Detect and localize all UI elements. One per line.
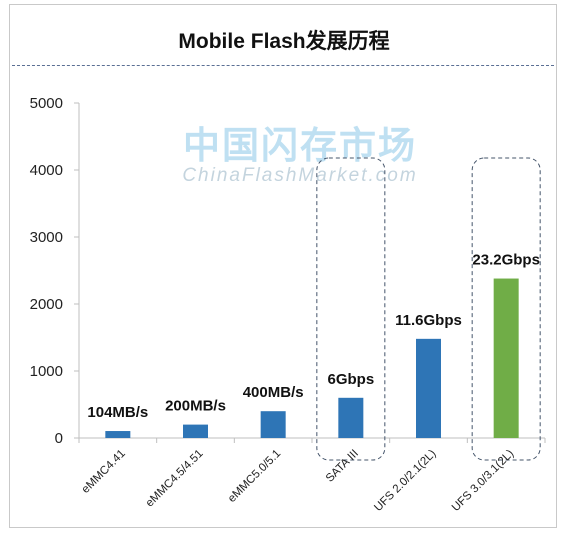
- data-label: 104MB/s: [87, 404, 148, 421]
- x-tick-label: eMMC5.0/5.1: [226, 448, 283, 505]
- x-tick-label: eMMC4.5/4.51: [144, 448, 206, 510]
- watermark-main: 中国闪存市场: [183, 124, 417, 166]
- data-label: 200MB/s: [165, 398, 226, 415]
- data-label: 23.2Gbps: [472, 252, 540, 269]
- bar: [260, 411, 286, 438]
- y-tick-label: 5000: [30, 95, 63, 112]
- highlight-box: [471, 157, 541, 461]
- bar: [493, 278, 519, 438]
- bar: [416, 338, 441, 438]
- y-tick-label: 2000: [30, 296, 63, 313]
- data-label: 11.6Gbps: [395, 312, 462, 329]
- x-tick-label: eMMC4.41: [80, 448, 128, 496]
- bar: [183, 424, 208, 438]
- y-tick-label: 3000: [30, 229, 63, 246]
- y-tick-label: 0: [55, 430, 63, 447]
- x-tick-label: SATA III: [324, 448, 361, 485]
- y-tick-label: 4000: [30, 162, 63, 179]
- chart-title: Mobile Flash发展历程: [178, 30, 390, 53]
- title-divider: [12, 65, 554, 66]
- chart-frame: Mobile Flash发展历程: [9, 4, 557, 528]
- bar: [105, 431, 131, 438]
- data-label: 6Gbps: [327, 371, 374, 388]
- highlight-box: [316, 157, 386, 461]
- x-tick-label: UFS 3.0/3.1(2L): [450, 448, 516, 514]
- x-tick-label: UFS 2.0/2.1(2L): [372, 448, 438, 514]
- y-tick-label: 1000: [30, 363, 63, 380]
- watermark-sub: ChinaFlashMarket.com: [182, 165, 417, 186]
- bar: [338, 397, 364, 438]
- data-label: 400MB/s: [243, 384, 304, 401]
